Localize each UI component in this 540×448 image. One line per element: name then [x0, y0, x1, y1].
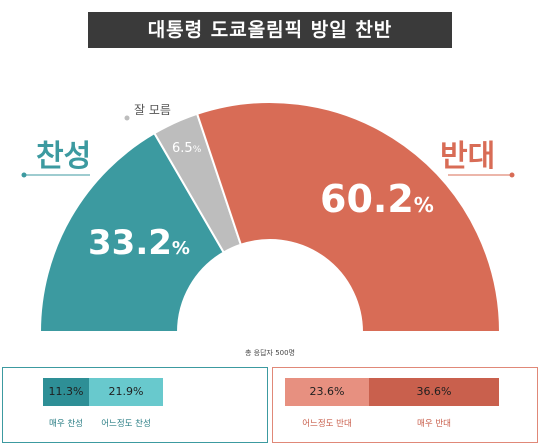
- value-oppose-unit: %: [414, 193, 434, 217]
- value-unsure-unit: %: [193, 145, 202, 155]
- chart-title: 대통령 도쿄올림픽 방일 찬반: [88, 12, 452, 48]
- value-label-unsure: 6.5%: [172, 141, 202, 156]
- label-mild-oppose: 어느정도 반대: [302, 419, 352, 429]
- bar-strong-support: 11.3%: [43, 378, 89, 406]
- bar-mild-support: 21.9%: [89, 378, 163, 406]
- oppose-leader-dot: [509, 172, 515, 178]
- value-label-oppose: 60.2%: [320, 177, 434, 221]
- support-breakdown-panel: 11.3% 21.9% 매우 찬성 어느정도 찬성: [2, 367, 268, 443]
- value-label-support: 33.2%: [88, 223, 190, 263]
- category-label-unsure: 잘 모름: [134, 103, 171, 117]
- label-mild-support: 어느정도 찬성: [101, 419, 151, 429]
- bar-mild-oppose: 23.6%: [285, 378, 369, 406]
- arc-support: [38, 131, 226, 333]
- oppose-breakdown-panel: 23.6% 36.6% 어느정도 반대 매우 반대: [272, 367, 538, 443]
- value-support-number: 33.2: [88, 223, 172, 263]
- support-leader-dot: [21, 172, 27, 178]
- label-strong-support: 매우 찬성: [49, 419, 83, 429]
- unsure-leader-dot: [124, 115, 130, 121]
- arc-oppose: [195, 101, 502, 333]
- respondent-count-note: 총 응답자 500명: [244, 349, 295, 357]
- bar-strong-oppose: 36.6%: [369, 378, 499, 406]
- value-support-unit: %: [172, 238, 190, 259]
- value-oppose-number: 60.2: [320, 177, 414, 221]
- value-unsure-number: 6.5: [172, 141, 193, 156]
- label-strong-oppose: 매우 반대: [417, 419, 451, 429]
- category-label-oppose: 반대: [440, 139, 495, 174]
- category-label-support: 찬성: [36, 139, 91, 174]
